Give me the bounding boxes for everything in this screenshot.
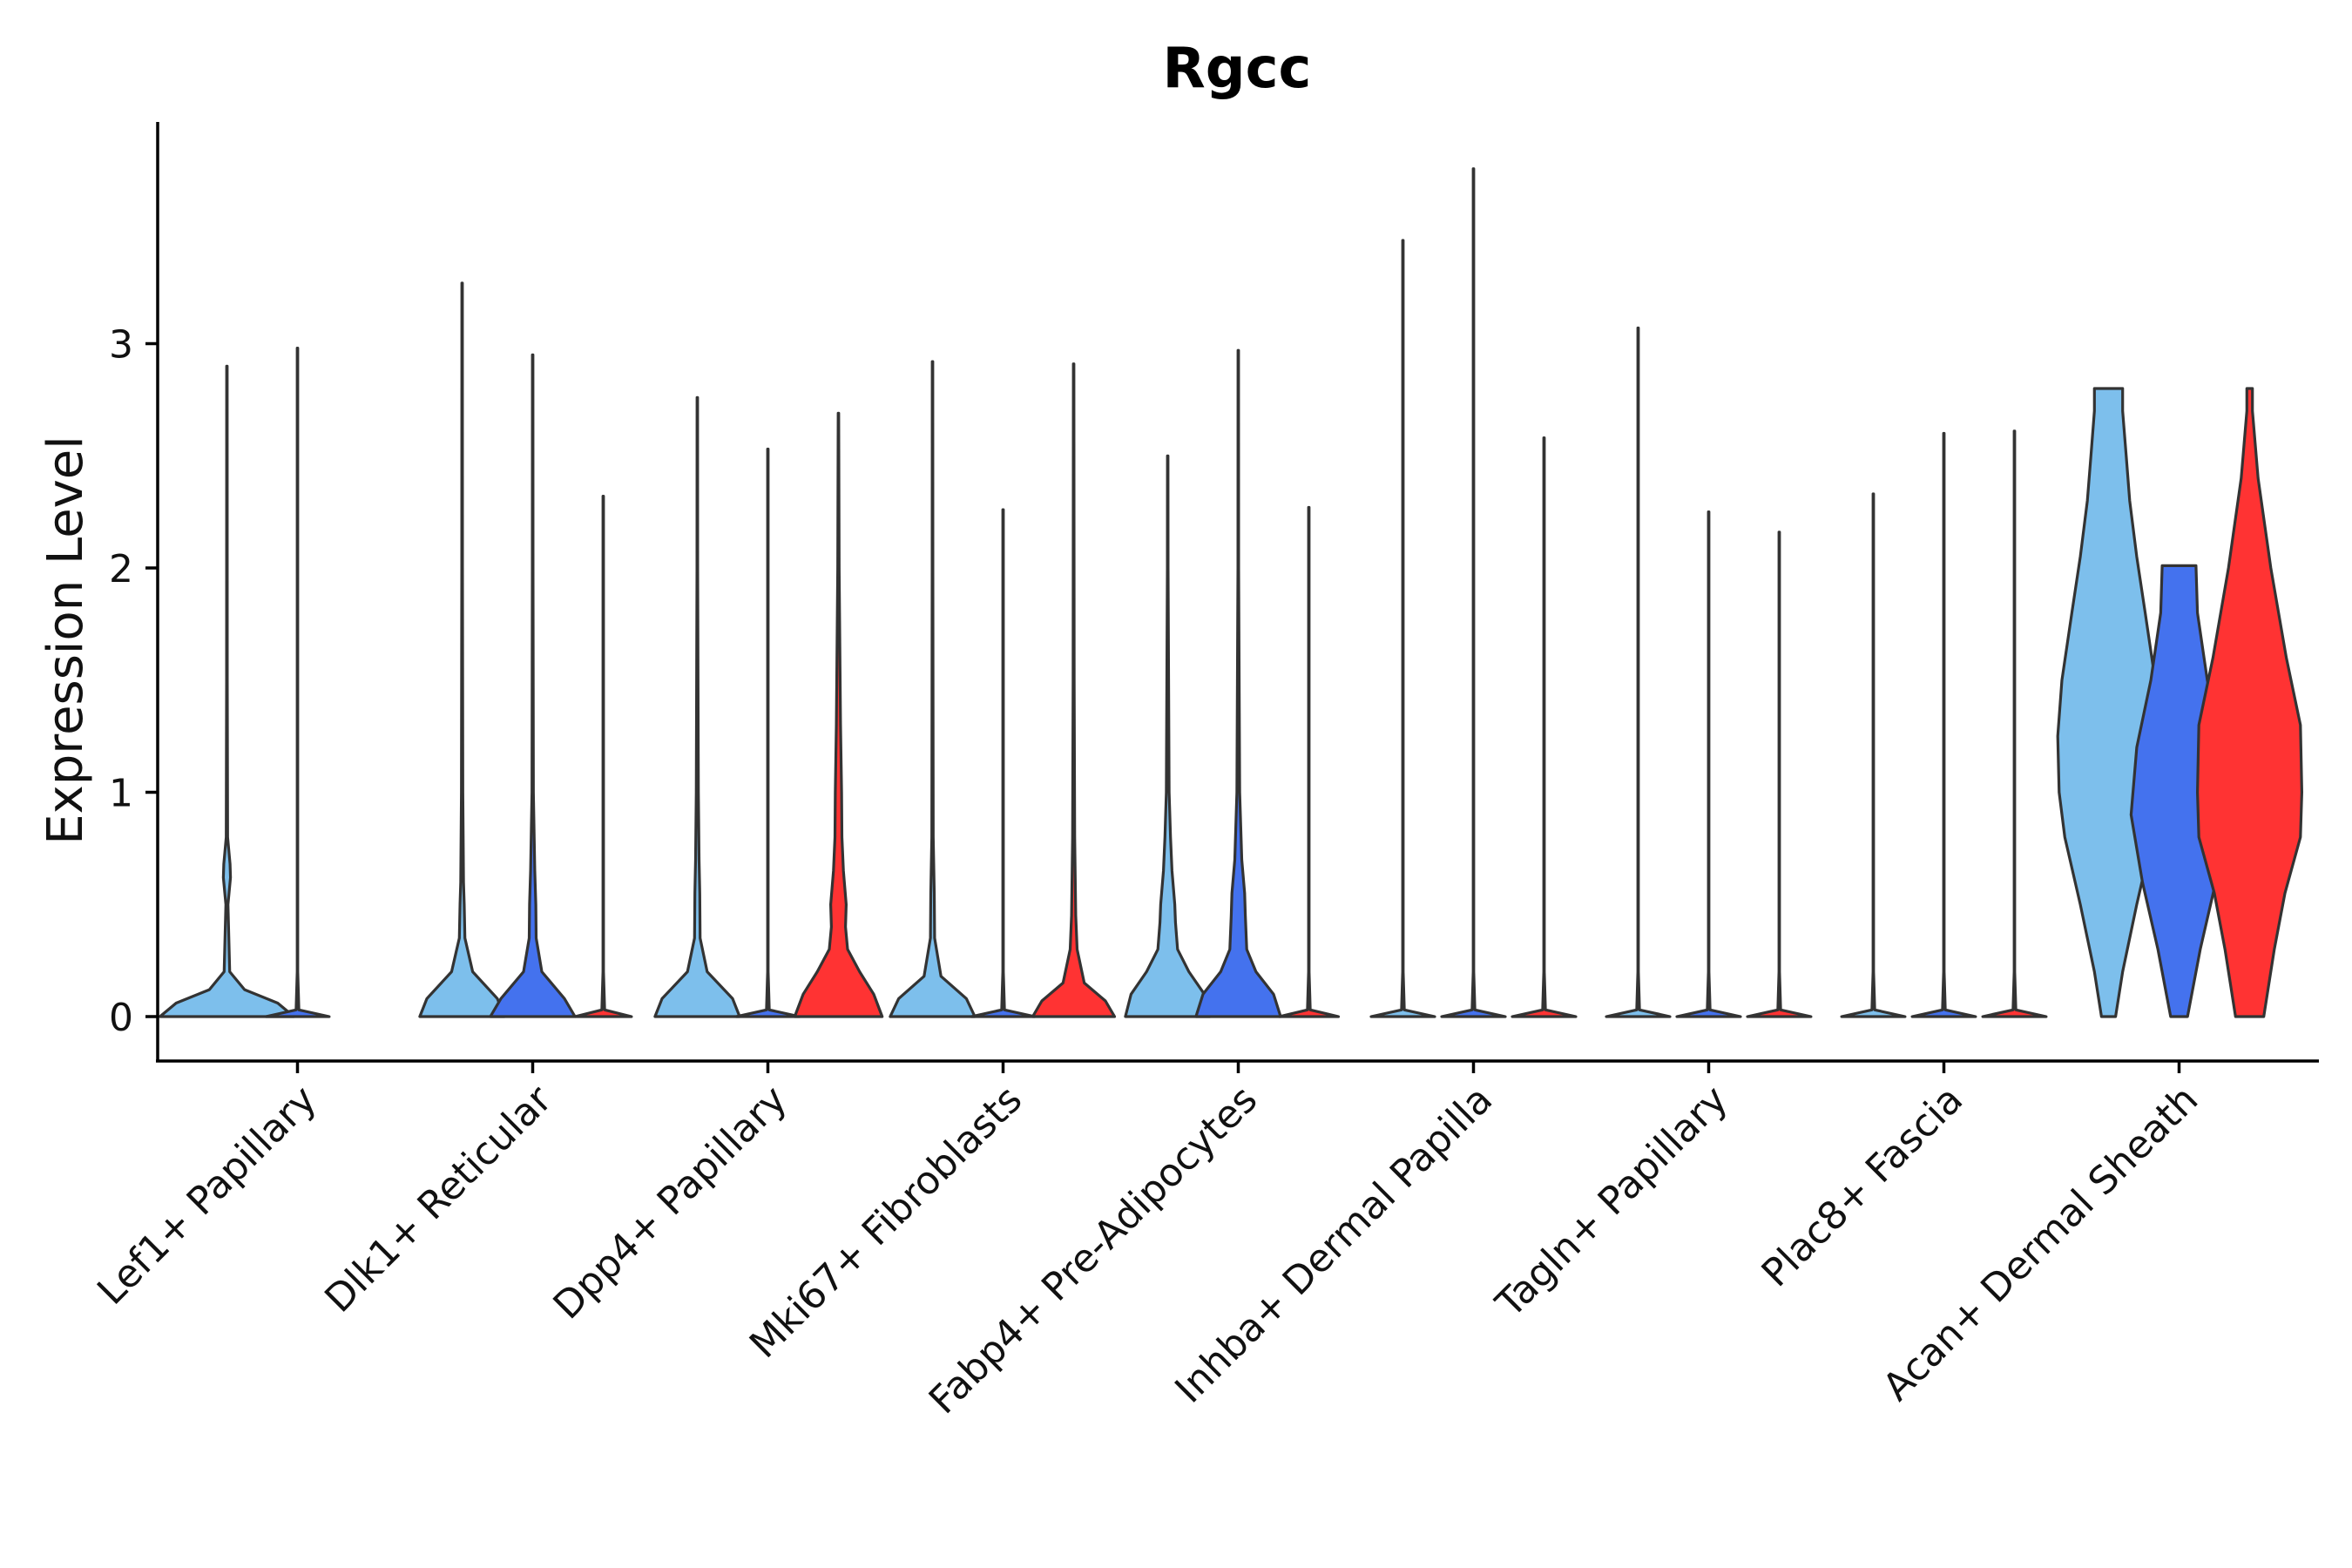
y-tick-label: 0 xyxy=(109,996,133,1040)
violin-3-2 xyxy=(734,447,801,1018)
violin-6-3 xyxy=(1511,436,1578,1018)
violin-7-1 xyxy=(1605,326,1672,1018)
violin-7-2 xyxy=(1675,510,1742,1018)
violin-1-2 xyxy=(264,347,331,1018)
x-tick-label: Plac8+ Fascia xyxy=(1754,1078,1972,1296)
violin-1-1 xyxy=(159,364,295,1018)
violin-6-2 xyxy=(1440,167,1507,1018)
violin-4-3 xyxy=(1031,362,1117,1018)
violin-2-1 xyxy=(418,281,506,1018)
violin-5-3 xyxy=(1277,505,1341,1018)
violin-8-2 xyxy=(1910,431,1977,1018)
violin-5-2 xyxy=(1194,348,1282,1018)
x-tick-label: Tagln+ Papillary xyxy=(1487,1078,1736,1327)
x-tick-label: Dlk1+ Reticular xyxy=(316,1077,561,1321)
violin-8-3 xyxy=(1981,429,2048,1018)
violin-6-1 xyxy=(1369,239,1436,1018)
violin-3-3 xyxy=(793,411,884,1018)
violin-4-1 xyxy=(889,360,977,1018)
chart-title: Rgcc xyxy=(1163,37,1312,101)
y-axis-ticks: 0 1 2 3 xyxy=(109,323,158,1040)
violin-layer xyxy=(159,167,2303,1018)
violin-2-2 xyxy=(489,353,577,1018)
y-tick-label: 1 xyxy=(109,772,133,816)
x-tick-label: Lef1+ Papillary xyxy=(89,1078,325,1314)
violin-4-2 xyxy=(970,508,1037,1018)
violin-7-3 xyxy=(1746,531,1813,1018)
violin-9-1 xyxy=(2056,387,2161,1018)
y-tick-label: 2 xyxy=(109,547,133,591)
violin-8-1 xyxy=(1840,492,1907,1018)
violin-9-3 xyxy=(2196,387,2303,1018)
violin-5-1 xyxy=(1124,454,1212,1018)
y-tick-label: 3 xyxy=(109,323,133,368)
y-axis-label: Expression Level xyxy=(37,436,94,845)
violin-3-1 xyxy=(653,395,741,1018)
violin-2-3 xyxy=(573,495,633,1018)
x-tick-label: Dpp4+ Papillary xyxy=(545,1078,796,1328)
